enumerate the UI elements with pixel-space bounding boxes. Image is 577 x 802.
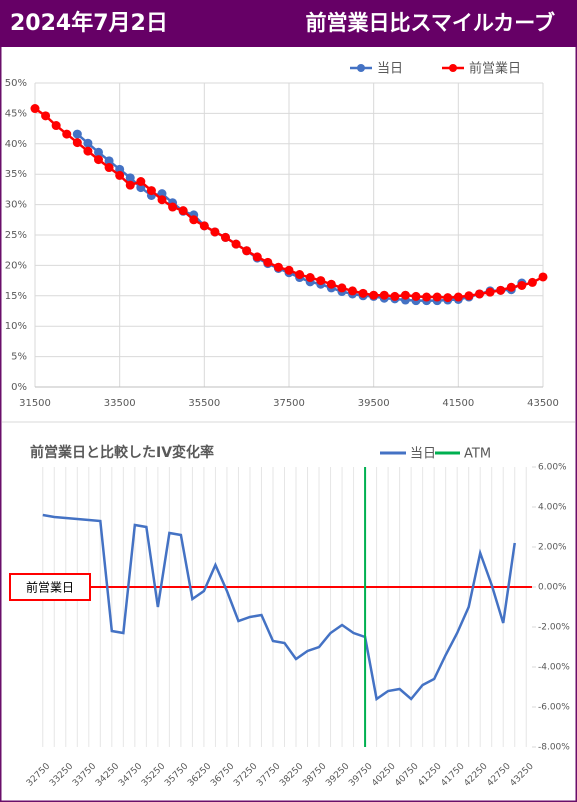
x-tick-label: 33500 — [104, 398, 136, 409]
point — [305, 273, 315, 283]
legend-label: 当日 — [377, 62, 403, 77]
point — [221, 232, 230, 242]
point — [189, 215, 199, 225]
point — [284, 265, 294, 275]
x-tick-label: 35500 — [188, 398, 220, 409]
x-tick-label: 31500 — [19, 398, 51, 409]
point — [464, 291, 474, 301]
point — [273, 262, 283, 272]
x-tick-label: 39500 — [358, 398, 390, 409]
point — [252, 252, 262, 262]
y-tick-label: 10% — [5, 321, 27, 332]
legend-marker — [357, 64, 365, 72]
point — [146, 186, 156, 196]
point — [443, 293, 453, 303]
point — [104, 163, 114, 173]
y-tick-label: 5% — [11, 352, 27, 363]
point — [326, 279, 336, 289]
point — [210, 227, 220, 237]
point — [94, 147, 103, 157]
y-tick-label: 0.00% — [538, 583, 567, 593]
point — [422, 292, 432, 302]
point — [199, 221, 209, 231]
point — [41, 111, 51, 121]
point — [358, 288, 368, 298]
point — [30, 104, 40, 114]
y-tick-label: 20% — [5, 260, 27, 271]
point — [72, 129, 82, 139]
point — [157, 195, 167, 205]
legend-label: ATM — [464, 447, 491, 462]
y-tick-label: 4.00% — [538, 503, 567, 513]
chart-title: 前営業日と比較したIV変化率 — [30, 444, 214, 461]
y-tick-label: 15% — [5, 291, 27, 302]
point — [369, 290, 379, 300]
x-tick-label: 37500 — [273, 398, 305, 409]
y-tick-label: 50% — [5, 78, 27, 89]
legend-label: 前営業日 — [469, 61, 521, 77]
reference-label-box — [9, 573, 91, 601]
point — [348, 286, 357, 296]
point — [136, 176, 146, 186]
point — [104, 156, 114, 166]
point — [62, 129, 72, 139]
y-tick-label: 40% — [5, 139, 27, 150]
point — [517, 280, 527, 290]
y-tick-label: 45% — [5, 108, 27, 119]
point — [390, 291, 400, 301]
point — [83, 146, 93, 156]
point — [263, 257, 273, 267]
series-line — [42, 513, 516, 702]
point — [506, 282, 516, 292]
x-tick-label: 41500 — [442, 398, 474, 409]
reference-label: 前営業日 — [26, 580, 74, 595]
legend-label: 当日 — [410, 447, 436, 462]
y-tick-label: -8.00% — [538, 743, 570, 753]
point — [51, 121, 61, 131]
header-date: 2024年7月2日 — [10, 10, 168, 36]
point — [411, 291, 421, 301]
point — [72, 138, 82, 148]
point — [242, 246, 252, 256]
point — [125, 173, 135, 183]
point — [337, 283, 347, 293]
legend-marker — [449, 64, 457, 72]
point — [400, 290, 410, 300]
y-tick-label: -4.00% — [538, 663, 570, 673]
point — [475, 289, 484, 299]
point — [94, 155, 103, 165]
y-tick-label: 6.00% — [538, 463, 567, 473]
point — [295, 270, 305, 280]
point — [432, 292, 442, 302]
y-tick-label: -6.00% — [538, 703, 570, 713]
point — [178, 206, 188, 216]
y-tick-label: 0% — [11, 382, 27, 393]
y-tick-label: 30% — [5, 200, 27, 211]
point — [125, 180, 135, 190]
header-title: 前営業日比スマイルカーブ — [306, 11, 555, 35]
point — [527, 277, 537, 287]
point — [115, 170, 125, 180]
y-tick-label: 25% — [5, 230, 27, 241]
point — [231, 239, 241, 249]
point — [168, 202, 178, 212]
header-bar — [0, 0, 577, 47]
x-tick-label: 43500 — [527, 398, 559, 409]
y-tick-label: 35% — [5, 169, 27, 180]
point — [485, 287, 495, 297]
point — [538, 272, 548, 282]
y-tick-label: -2.00% — [538, 623, 570, 633]
point — [496, 285, 506, 295]
point — [379, 290, 389, 300]
point — [453, 292, 463, 302]
point — [83, 138, 93, 148]
y-tick-label: 2.00% — [538, 543, 567, 553]
point — [316, 276, 326, 286]
